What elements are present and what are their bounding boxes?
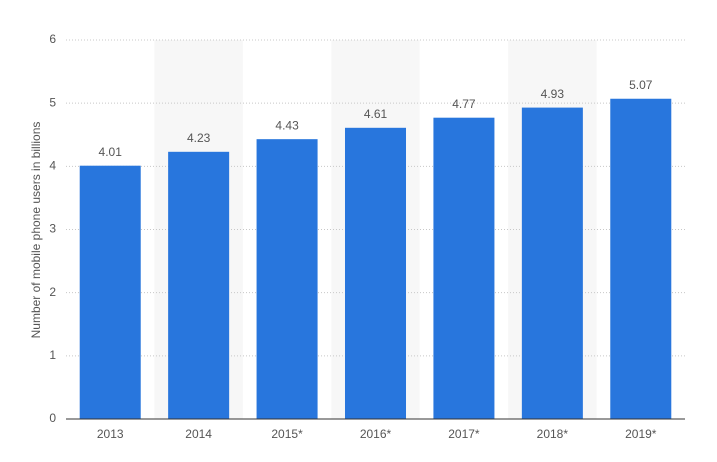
bar [79, 165, 141, 419]
bar [256, 139, 318, 419]
value-label: 4.23 [187, 131, 211, 145]
bar [610, 98, 672, 420]
y-tick-label: 2 [49, 285, 56, 299]
value-label: 4.61 [364, 107, 388, 121]
y-axis-label: Number of mobile phone users in billions [29, 122, 43, 339]
value-label: 4.01 [99, 145, 123, 159]
y-tick-label: 0 [49, 411, 56, 425]
bar [344, 127, 407, 419]
y-tick-label: 1 [49, 348, 56, 362]
x-tick-label: 2015* [271, 427, 303, 441]
bar [168, 151, 230, 419]
x-tick-label: 2013 [97, 427, 124, 441]
x-tick-label: 2018* [537, 427, 569, 441]
value-label: 5.07 [629, 78, 653, 92]
y-tick-label: 4 [49, 159, 56, 173]
y-tick-label: 6 [49, 32, 56, 46]
x-tick-label: 2014 [185, 427, 212, 441]
x-tick-label: 2019* [625, 427, 657, 441]
bar [521, 107, 583, 420]
x-tick-label: 2017* [448, 427, 480, 441]
value-label: 4.93 [541, 87, 565, 101]
value-label: 4.43 [275, 118, 299, 132]
y-tick-label: 5 [49, 95, 56, 109]
bar [433, 117, 495, 419]
value-label: 4.77 [452, 97, 476, 111]
x-tick-label: 2016* [360, 427, 392, 441]
y-tick-label: 3 [49, 222, 56, 236]
